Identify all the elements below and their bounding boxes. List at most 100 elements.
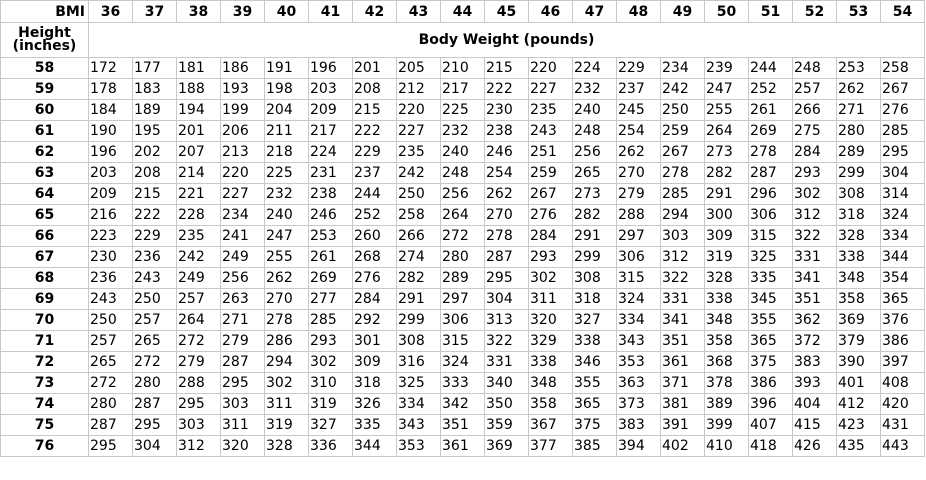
weight-cell: 302 [308,351,353,373]
weight-cell: 348 [704,309,749,331]
weight-cell: 209 [308,99,353,121]
table-row: 72 265 272 279 287 294 302 309 316 324 331 338 346 35… [0,351,925,373]
weight-cell: 351 [792,288,837,310]
table-row: 65 216 222 228 234 240 246 252 258 264 270 276 282 28… [0,204,925,226]
weight-cell: 237 [352,162,397,184]
weight-cell: 262 [264,267,309,289]
weight-cell: 231 [308,162,353,184]
weight-cell: 320 [528,309,573,331]
weight-cell: 213 [220,141,265,163]
weight-cell: 318 [352,372,397,394]
bmi-column-header: 52 [792,0,837,23]
weight-cell: 295 [88,435,133,457]
weight-cell: 236 [88,267,133,289]
weight-cell: 253 [308,225,353,247]
weight-cell: 243 [88,288,133,310]
table-row: 60 184 189 194 199 204 209 215 220 225 230 235 240 24… [0,99,925,121]
weight-cell: 220 [220,162,265,184]
weight-cell: 190 [88,120,133,142]
weight-cell: 201 [176,120,221,142]
weight-cell: 311 [528,288,573,310]
weight-cell: 318 [572,288,617,310]
bmi-column-header: 44 [440,0,485,23]
weight-cell: 327 [572,309,617,331]
weight-cell: 350 [484,393,529,415]
weight-cell: 293 [308,330,353,352]
weight-cell: 287 [132,393,177,415]
weight-cell: 293 [792,162,837,184]
weight-cell: 212 [396,78,441,100]
weight-cell: 407 [748,414,793,436]
weight-cell: 324 [616,288,661,310]
weight-cell: 267 [660,141,705,163]
weight-cell: 238 [484,120,529,142]
weight-cell: 276 [528,204,573,226]
weight-cell: 410 [704,435,749,457]
weight-cell: 253 [836,57,881,79]
weight-cell: 334 [396,393,441,415]
table-row: 68 236 243 249 256 262 269 276 282 289 295 302 308 31… [0,267,925,289]
weight-cell: 311 [264,393,309,415]
weight-cell: 256 [440,183,485,205]
height-cell: 59 [0,78,89,100]
weight-cell: 372 [792,330,837,352]
weight-cell: 181 [176,57,221,79]
weight-cell: 353 [396,435,441,457]
weight-cell: 225 [440,99,485,121]
bmi-column-header: 39 [220,0,265,23]
weight-cell: 276 [880,99,925,121]
weight-cell: 183 [132,78,177,100]
weight-cell: 287 [220,351,265,373]
weight-cell: 242 [396,162,441,184]
weight-cell: 355 [748,309,793,331]
weight-cell: 259 [660,120,705,142]
weight-cell: 355 [572,372,617,394]
bmi-table: BMI 36 37 38 39 40 41 42 43 44 45 46 47 48 49 50 51 52 53… [0,0,925,457]
weight-cell: 269 [748,120,793,142]
weight-cell: 248 [792,57,837,79]
weight-cell: 273 [704,141,749,163]
weight-cell: 239 [704,57,749,79]
weight-cell: 351 [440,414,485,436]
weight-cell: 267 [528,183,573,205]
height-column-label: Height (inches) [0,22,89,58]
weight-cell: 310 [308,372,353,394]
table-row: 73 272 280 288 295 302 310 318 325 333 340 348 355 36… [0,372,925,394]
weight-cell: 202 [132,141,177,163]
weight-cell: 300 [704,204,749,226]
weight-cell: 257 [88,330,133,352]
weight-cell: 315 [748,225,793,247]
bmi-column-header: 54 [880,0,925,23]
weight-cell: 262 [616,141,661,163]
weight-cell: 376 [880,309,925,331]
weight-cell: 284 [352,288,397,310]
weight-cell: 401 [836,372,881,394]
weight-cell: 320 [220,435,265,457]
weight-cell: 293 [528,246,573,268]
weight-cell: 304 [880,162,925,184]
weight-cell: 312 [660,246,705,268]
weight-cell: 335 [748,267,793,289]
weight-cell: 301 [352,330,397,352]
weight-cell: 295 [484,267,529,289]
height-cell: 67 [0,246,89,268]
weight-cell: 435 [836,435,881,457]
weight-cell: 252 [748,78,793,100]
weight-cell: 195 [132,120,177,142]
weight-cell: 214 [176,162,221,184]
weight-cell: 264 [704,120,749,142]
weight-cell: 297 [616,225,661,247]
weight-cell: 255 [264,246,309,268]
weight-cell: 284 [528,225,573,247]
weight-cell: 250 [132,288,177,310]
weight-cell: 308 [572,267,617,289]
bmi-column-header: 46 [528,0,573,23]
weight-cell: 361 [440,435,485,457]
weight-cell: 423 [836,414,881,436]
bmi-column-header: 41 [308,0,353,23]
bmi-column-header: 49 [660,0,705,23]
weight-cell: 251 [528,141,573,163]
weight-cell: 270 [616,162,661,184]
weight-cell: 234 [220,204,265,226]
weight-cell: 294 [264,351,309,373]
